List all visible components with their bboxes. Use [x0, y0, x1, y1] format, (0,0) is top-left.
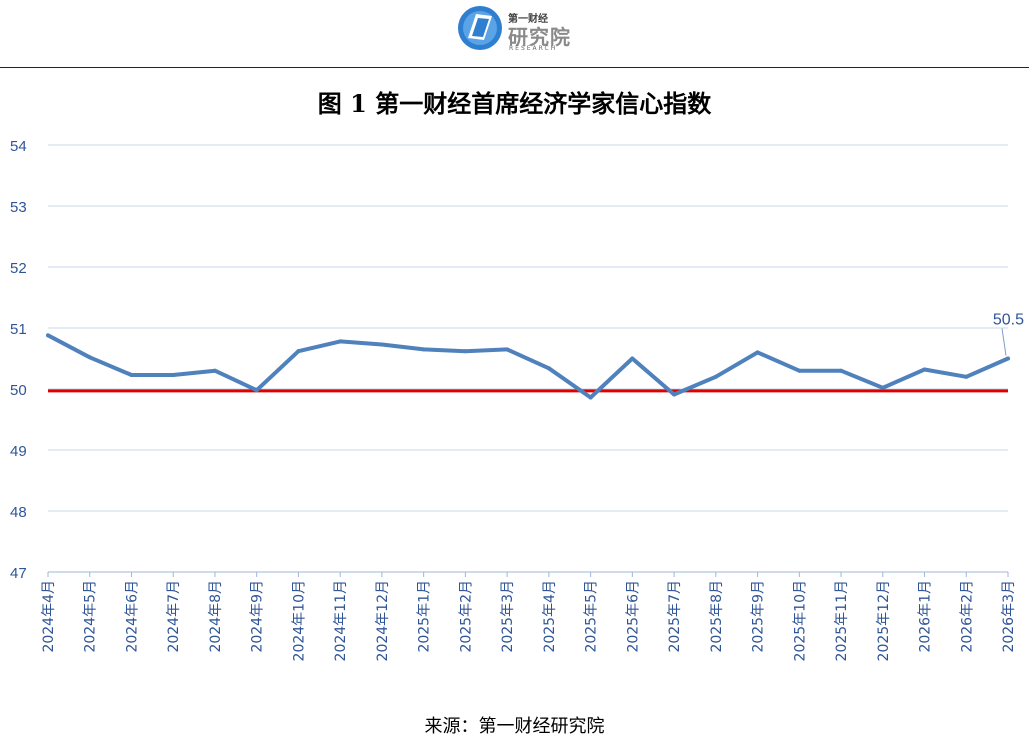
- data-point: [379, 342, 384, 347]
- x-tick-label: 2024年12月: [375, 580, 391, 661]
- x-tick-label: 2025年10月: [792, 580, 808, 661]
- data-point: [630, 356, 635, 361]
- y-tick-label: 47: [10, 565, 27, 582]
- logo-top-text: 第一财经: [508, 14, 548, 25]
- x-tick-label: 2024年6月: [124, 580, 140, 653]
- x-tick-label: 2025年7月: [667, 580, 683, 653]
- data-point: [338, 339, 343, 344]
- x-tick-label: 2024年11月: [333, 580, 349, 661]
- x-tick-label: 2025年2月: [458, 580, 474, 653]
- data-label: 50.5: [993, 312, 1024, 329]
- data-point: [421, 347, 426, 352]
- x-tick-label: 2026年1月: [918, 580, 934, 653]
- y-tick-label: 54: [10, 138, 27, 155]
- data-point: [588, 395, 593, 400]
- x-tick-label: 2025年5月: [584, 580, 600, 653]
- source-note: 来源：第一财经研究院: [424, 716, 605, 737]
- y-tick-label: 48: [10, 504, 27, 521]
- data-point: [463, 349, 468, 354]
- logo-sub-text: RESEARCH: [509, 45, 558, 52]
- x-tick-label: 2026年2月: [959, 580, 975, 653]
- data-point: [129, 372, 134, 377]
- y-tick-label: 53: [10, 199, 27, 216]
- x-tick-label: 2024年8月: [208, 580, 224, 653]
- data-point: [546, 366, 551, 371]
- x-tick-label: 2025年8月: [709, 580, 725, 653]
- x-tick-label: 2025年4月: [542, 580, 558, 653]
- data-point: [839, 368, 844, 373]
- x-tick-label: 2025年12月: [876, 580, 892, 661]
- x-tick-label: 2025年6月: [625, 580, 641, 653]
- data-point: [46, 333, 50, 338]
- series-line: [46, 333, 1010, 400]
- x-tick-label: 2024年5月: [83, 580, 99, 653]
- x-tick-label: 2025年9月: [751, 580, 767, 653]
- data-point: [296, 349, 301, 354]
- x-tick-label: 2024年10月: [291, 580, 307, 661]
- x-tick-label: 2024年4月: [41, 580, 57, 653]
- data-point: [212, 368, 217, 373]
- chart-title: 图 1 第一财经首席经济学家信心指数: [317, 89, 712, 118]
- data-point: [1006, 356, 1010, 361]
- y-tick-label: 50: [10, 382, 27, 399]
- data-point: [880, 385, 885, 390]
- data-point: [254, 388, 259, 393]
- x-tick-label: 2025年11月: [834, 580, 850, 661]
- x-tick-label: 2024年9月: [250, 580, 266, 653]
- y-tick-label: 51: [10, 321, 27, 338]
- data-point: [672, 392, 677, 397]
- x-tick-label: 2025年1月: [417, 580, 433, 653]
- header-divider: [0, 67, 1029, 68]
- data-point: [87, 355, 92, 360]
- x-tick-label: 2024年7月: [166, 580, 182, 653]
- y-tick-label: 49: [10, 443, 27, 460]
- data-point: [505, 347, 510, 352]
- logo-emblem-icon: [458, 6, 502, 50]
- data-point: [964, 374, 969, 379]
- data-point: [713, 374, 718, 379]
- data-point: [922, 367, 927, 372]
- annotation-leader: [1001, 328, 1007, 356]
- y-tick-label: 52: [10, 260, 27, 277]
- logo: 第一财经 研究院 RESEARCH: [456, 4, 586, 54]
- x-tick-label: 2025年3月: [500, 580, 516, 653]
- data-point: [797, 368, 802, 373]
- data-point: [755, 350, 760, 355]
- logo-main-text: 研究院: [508, 25, 571, 49]
- data-point: [171, 372, 176, 377]
- x-tick-label: 2026年3月: [1001, 580, 1017, 653]
